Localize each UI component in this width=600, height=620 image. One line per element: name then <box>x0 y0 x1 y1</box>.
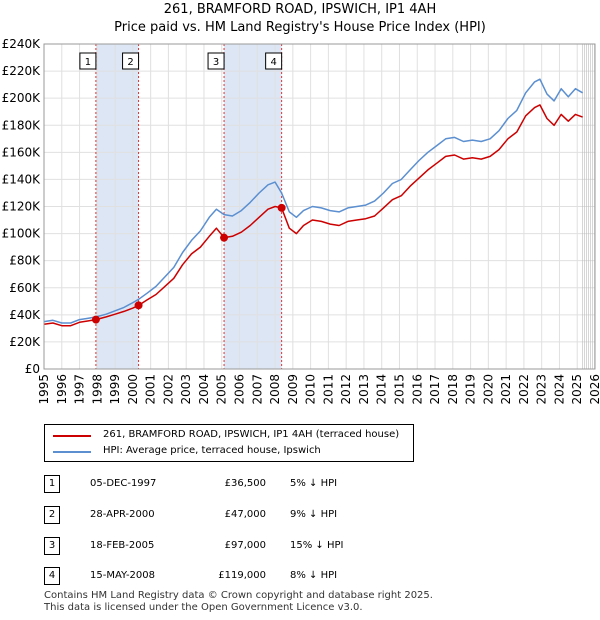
x-tick-label: 2025 <box>570 374 584 405</box>
x-tick-label: 2015 <box>392 374 406 405</box>
x-tick-label: 2014 <box>375 374 389 405</box>
transaction-date: 28-APR-2000 <box>90 509 155 520</box>
y-tick-label: £20K <box>9 335 41 349</box>
y-tick-label: £200K <box>2 91 42 105</box>
transaction-price: £36,500 <box>224 478 266 489</box>
x-tick-label: 2021 <box>499 374 513 405</box>
y-tick-label: £180K <box>2 118 42 132</box>
x-tick-label: 2008 <box>268 374 282 405</box>
x-tick-label: 2000 <box>126 374 140 405</box>
transaction-row: 4 15-MAY-2008 £119,000 8% ↓ HPI <box>0 567 600 585</box>
x-tick-label: 2009 <box>286 374 300 405</box>
x-tick-label: 2012 <box>339 374 353 405</box>
chart-legend: 261, BRAMFORD ROAD, IPSWICH, IP1 4AH (te… <box>44 424 414 462</box>
x-tick-label: 2005 <box>215 374 229 405</box>
price-chart: 1 2 3 4 £0 £20K £40K £60K £80K £100K £120K £140K £16… <box>2 37 600 405</box>
y-tick-label: £220K <box>2 64 42 78</box>
sale-label: 4 <box>270 57 276 68</box>
transaction-price: £97,000 <box>224 540 266 551</box>
x-tick-label: 2019 <box>464 374 478 405</box>
x-tick-label: 1996 <box>55 374 69 405</box>
x-tick-label: 2003 <box>179 374 193 405</box>
x-tick-label: 2020 <box>481 374 495 405</box>
transaction-hpi-diff: 8% ↓ HPI <box>290 570 338 581</box>
footer-licence: This data is licensed under the Open Gov… <box>44 602 363 613</box>
sale-label-box <box>122 52 140 70</box>
transaction-number: 4 <box>44 567 60 585</box>
y-tick-label: £0 <box>25 362 40 376</box>
legend-price-label: 261, BRAMFORD ROAD, IPSWICH, IP1 4AH (te… <box>103 429 400 440</box>
x-tick-label: 1995 <box>37 374 51 405</box>
transaction-number: 2 <box>44 506 60 524</box>
transaction-price: £47,000 <box>224 509 266 520</box>
transaction-number: 1 <box>44 475 60 493</box>
x-tick-label: 2016 <box>410 374 424 405</box>
transaction-date: 05-DEC-1997 <box>90 478 157 489</box>
transaction-date: 18-FEB-2005 <box>90 540 155 551</box>
y-tick-label: £40K <box>9 308 41 322</box>
transaction-row: 3 18-FEB-2005 £97,000 15% ↓ HPI <box>0 537 600 555</box>
x-tick-label: 2013 <box>357 374 371 405</box>
x-tick-label: 2004 <box>197 374 211 405</box>
sale-point <box>134 301 143 310</box>
y-tick-label: £240K <box>2 37 42 51</box>
y-tick-label: £60K <box>9 281 41 295</box>
chart-subtitle: Price paid vs. HM Land Registry's House … <box>114 20 486 35</box>
y-tick-label: £120K <box>2 200 42 214</box>
x-tick-label: 2006 <box>233 374 247 405</box>
x-tick-label: 2022 <box>517 374 531 405</box>
y-tick-label: £100K <box>2 227 42 241</box>
transaction-number: 3 <box>44 537 60 555</box>
sale-label-box <box>265 52 283 70</box>
footer-copyright: Contains HM Land Registry data © Crown c… <box>44 590 433 601</box>
x-tick-label: 2002 <box>161 374 175 405</box>
transaction-row: 2 28-APR-2000 £47,000 9% ↓ HPI <box>0 506 600 524</box>
x-tick-label: 2001 <box>144 374 158 405</box>
transaction-date: 15-MAY-2008 <box>90 570 156 581</box>
transaction-price: £119,000 <box>218 570 266 581</box>
sale-label: 2 <box>127 57 133 68</box>
x-tick-label: 2010 <box>304 374 318 405</box>
y-tick-label: £160K <box>2 145 42 159</box>
legend-hpi-label: HPI: Average price, terraced house, Ipsw… <box>103 445 321 456</box>
transaction-hpi-diff: 5% ↓ HPI <box>290 478 338 489</box>
hpi-line <box>43 78 583 324</box>
x-tick-label: 2026 <box>588 374 600 405</box>
y-tick-label: £140K <box>2 172 42 186</box>
sale-label-box <box>207 52 225 70</box>
x-tick-label: 2023 <box>535 374 549 405</box>
sale-label: 3 <box>213 57 219 68</box>
x-tick-label: 2007 <box>250 374 264 405</box>
transaction-hpi-diff: 9% ↓ HPI <box>290 509 338 520</box>
x-tick-label: 1997 <box>73 374 87 405</box>
x-tick-label: 1999 <box>108 374 122 405</box>
sale-point <box>91 315 100 324</box>
sale-point <box>220 233 229 242</box>
y-tick-label: £80K <box>9 254 41 268</box>
transaction-hpi-diff: 15% ↓ HPI <box>290 540 344 551</box>
x-tick-label: 2018 <box>446 374 460 405</box>
legend-price-swatch <box>53 435 91 437</box>
x-tick-label: 1998 <box>90 374 104 405</box>
x-tick-label: 2011 <box>321 374 335 405</box>
transaction-row: 1 05-DEC-1997 £36,500 5% ↓ HPI <box>0 475 600 493</box>
sale-label: 1 <box>85 57 91 68</box>
sale-label-box <box>79 52 97 70</box>
legend-hpi-swatch <box>53 451 91 453</box>
x-tick-label: 2024 <box>552 374 566 405</box>
plot-frame <box>43 43 596 370</box>
x-tick-label: 2017 <box>428 374 442 405</box>
sale-point <box>277 203 286 212</box>
chart-title-address: 261, BRAMFORD ROAD, IPSWICH, IP1 4AH <box>163 2 437 17</box>
